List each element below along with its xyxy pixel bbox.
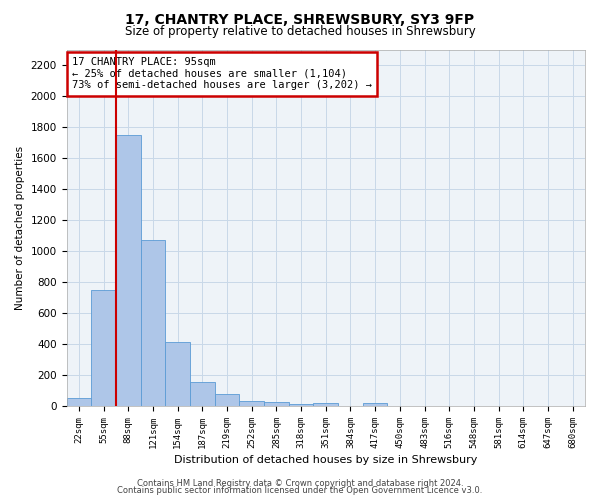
Bar <box>289 404 313 406</box>
Text: Contains HM Land Registry data © Crown copyright and database right 2024.: Contains HM Land Registry data © Crown c… <box>137 478 463 488</box>
Bar <box>313 403 338 406</box>
Y-axis label: Number of detached properties: Number of detached properties <box>15 146 25 310</box>
Text: 17, CHANTRY PLACE, SHREWSBURY, SY3 9FP: 17, CHANTRY PLACE, SHREWSBURY, SY3 9FP <box>125 12 475 26</box>
Bar <box>264 402 289 406</box>
Text: 17 CHANTRY PLACE: 95sqm
← 25% of detached houses are smaller (1,104)
73% of semi: 17 CHANTRY PLACE: 95sqm ← 25% of detache… <box>72 57 372 90</box>
Bar <box>239 400 264 406</box>
X-axis label: Distribution of detached houses by size in Shrewsbury: Distribution of detached houses by size … <box>174 455 478 465</box>
Bar <box>67 398 91 406</box>
Bar <box>91 290 116 406</box>
Bar <box>190 382 215 406</box>
Bar <box>363 403 388 406</box>
Bar <box>215 394 239 406</box>
Bar <box>140 240 165 406</box>
Bar <box>165 342 190 406</box>
Text: Size of property relative to detached houses in Shrewsbury: Size of property relative to detached ho… <box>125 25 475 38</box>
Text: Contains public sector information licensed under the Open Government Licence v3: Contains public sector information licen… <box>118 486 482 495</box>
Bar <box>116 135 140 406</box>
